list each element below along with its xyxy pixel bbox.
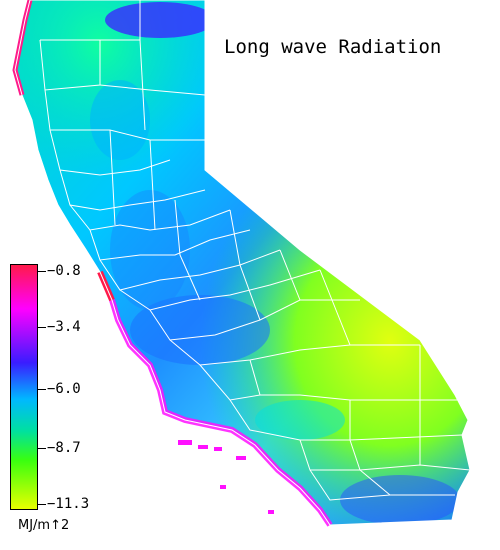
- legend-tick-label: −8.7: [47, 440, 81, 456]
- map-title: Long wave Radiation: [224, 36, 442, 58]
- legend-unit: MJ/m↑2: [18, 518, 70, 533]
- legend-tick: [38, 504, 46, 505]
- legend-tick: [38, 327, 46, 328]
- legend-tick-label: −0.8: [47, 263, 81, 279]
- county-borders: [14, 0, 471, 526]
- legend-tick-label: −6.0: [47, 381, 81, 397]
- legend-tick-label: −11.3: [47, 496, 90, 512]
- legend-tick-label: −3.4: [47, 319, 81, 335]
- offshore-islands: [178, 440, 274, 514]
- legend-colorbar: [10, 264, 38, 510]
- legend-tick: [38, 448, 46, 449]
- legend-tick: [38, 389, 46, 390]
- legend-tick: [38, 271, 46, 272]
